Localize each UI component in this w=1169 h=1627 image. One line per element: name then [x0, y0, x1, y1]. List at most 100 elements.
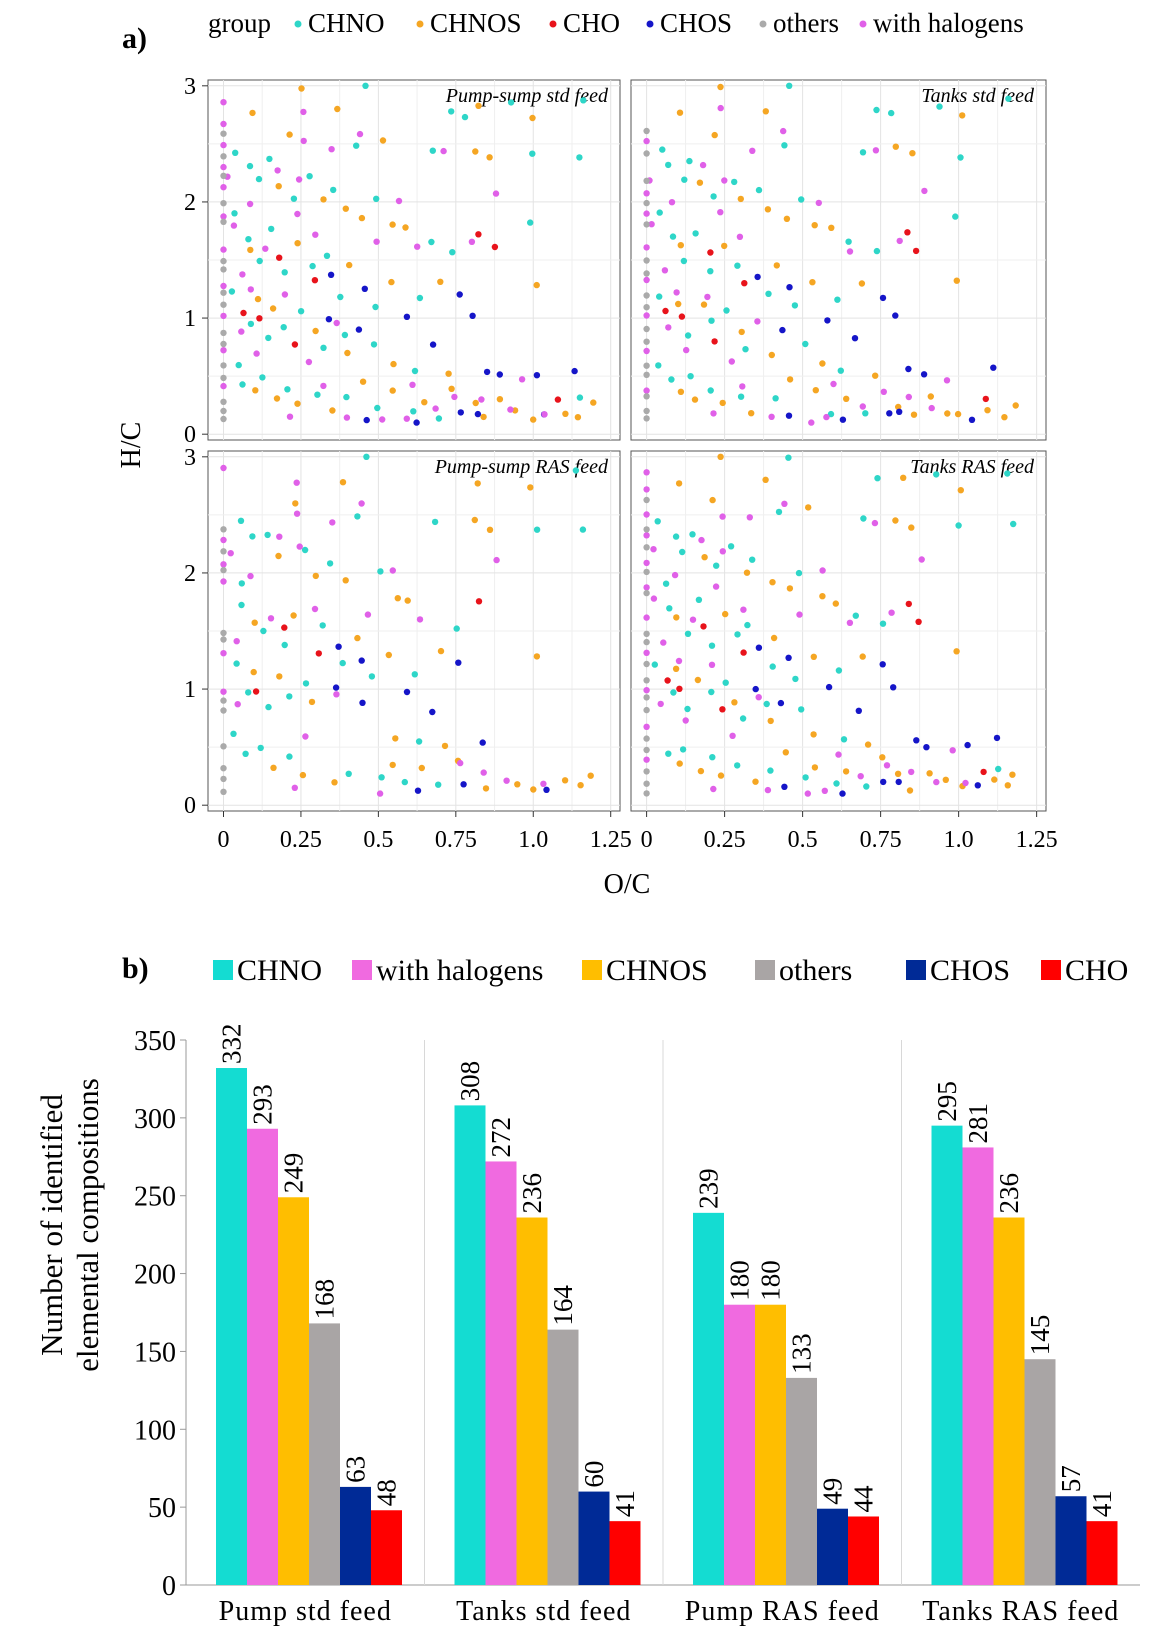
scatter-point	[235, 361, 242, 369]
bar	[931, 1125, 963, 1585]
scatter-point	[708, 317, 715, 324]
scatter-point	[643, 568, 650, 576]
bar-value-label: 236	[517, 1173, 547, 1214]
scatter-point	[643, 137, 650, 145]
scatter-point	[643, 630, 650, 637]
bar-value-label: 249	[279, 1153, 309, 1194]
scatter-chart: group CHNO CHNOS CHO CHOS others with halogens…	[116, 8, 1058, 900]
scatter-point	[231, 210, 238, 217]
scatter-point	[936, 103, 943, 110]
scatter-point	[643, 150, 650, 157]
bar-value-label: 236	[994, 1173, 1024, 1214]
scatter-point	[643, 325, 650, 333]
x-tick-label: 0.75	[860, 827, 902, 853]
scatter-point	[675, 480, 683, 487]
scatter-point	[334, 105, 341, 113]
bar	[547, 1329, 579, 1585]
scatter-point	[220, 362, 227, 369]
x-tick-label: 1.25	[1016, 827, 1058, 853]
scatter-point	[717, 104, 724, 112]
scatter-point	[410, 408, 417, 415]
scatter-point	[739, 383, 746, 390]
scatter-point	[402, 224, 409, 231]
scatter-point	[445, 370, 452, 377]
legend-marker-5	[859, 20, 867, 28]
scatter-point	[370, 341, 378, 348]
scatter-point	[990, 364, 997, 371]
bar	[247, 1128, 278, 1585]
scatter-point	[786, 82, 793, 90]
scatter-point	[713, 562, 720, 569]
scatter-point	[833, 780, 840, 787]
scatter-point	[643, 338, 650, 345]
scatter-point	[432, 405, 439, 412]
bar	[962, 1147, 994, 1585]
scatter-point	[572, 467, 580, 474]
scatter-point	[676, 109, 684, 116]
bar	[578, 1491, 610, 1585]
scatter-point	[795, 569, 803, 577]
scatter-point	[982, 395, 989, 403]
legend-label-3: CHOS	[660, 8, 732, 38]
scatter-point	[781, 142, 788, 149]
scatter-point	[843, 395, 850, 402]
scatter-point	[527, 484, 534, 491]
scatter-point	[239, 271, 246, 278]
bar	[609, 1521, 641, 1585]
scatter-point	[533, 653, 541, 660]
scatter-point	[220, 382, 227, 390]
y-tick-label: 0	[184, 793, 196, 819]
scatter-point	[888, 109, 895, 117]
scatter-point	[748, 410, 755, 417]
bar	[817, 1508, 848, 1585]
scatter-point	[737, 393, 745, 400]
scatter-point	[240, 309, 247, 317]
scatter-point	[679, 548, 686, 556]
scatter-point	[779, 326, 786, 334]
scatter-point	[429, 147, 436, 154]
scatter-point	[721, 177, 728, 184]
scatter-point	[768, 351, 775, 359]
scatter-point	[389, 221, 396, 228]
scatter-point	[852, 612, 859, 619]
scatter-point	[403, 313, 411, 320]
scatter-point	[577, 782, 584, 789]
scatter-point	[220, 172, 227, 179]
scatter-point	[764, 786, 772, 794]
scatter-point	[327, 271, 335, 278]
scatter-point	[684, 332, 692, 339]
bar-y-tick-label: 0	[162, 1571, 176, 1602]
bar-value-label: 60	[579, 1461, 609, 1488]
scatter-point	[957, 154, 964, 161]
scatter-point	[329, 519, 336, 526]
scatter-point	[220, 184, 227, 191]
scatter-point	[711, 131, 718, 139]
scatter-point	[643, 756, 650, 763]
scatter-point	[668, 199, 676, 206]
scatter-point	[414, 787, 422, 794]
bar	[309, 1323, 340, 1585]
scatter-point	[913, 737, 920, 744]
scatter-point	[656, 209, 663, 216]
scatter-point	[315, 650, 322, 657]
scatter-point	[270, 764, 277, 771]
scatter-point	[579, 526, 587, 533]
scatter-point	[643, 347, 650, 355]
scatter-point	[700, 301, 708, 308]
bar-value-label: 49	[818, 1478, 848, 1505]
bar	[724, 1304, 755, 1585]
bar	[786, 1377, 817, 1585]
scatter-point	[643, 276, 650, 284]
scatter-point	[291, 784, 298, 791]
scatter-point	[297, 308, 305, 315]
scatter-point	[227, 550, 234, 557]
scatter-point	[912, 247, 920, 255]
x-tick-label: 0	[641, 827, 653, 853]
scatter-point	[314, 391, 321, 398]
scatter-point	[437, 647, 445, 655]
scatter-point	[717, 453, 724, 460]
scatter-point	[220, 218, 227, 225]
scatter-point	[742, 346, 749, 353]
facet-0: Pump-sump std feed 0 1 2 3	[184, 74, 621, 448]
scatter-point	[281, 291, 289, 298]
